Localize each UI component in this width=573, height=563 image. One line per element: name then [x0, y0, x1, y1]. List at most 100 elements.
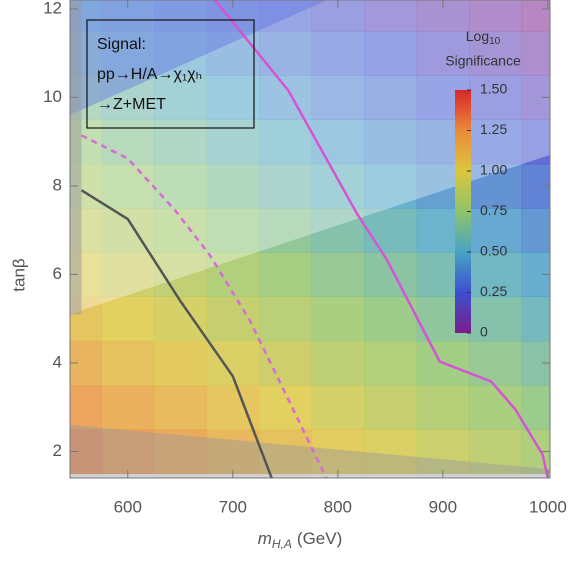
plot-area — [70, 0, 550, 478]
y-tick-label: 10 — [43, 87, 62, 106]
heatmap-cell — [70, 385, 103, 430]
x-label-sub: H,A — [272, 537, 292, 551]
heatmap-cell — [259, 75, 313, 120]
axes: 600 700 800 900 1000 2 4 6 8 10 12 — [43, 0, 567, 516]
heatmap-cell — [364, 30, 418, 76]
heatmap-cell — [154, 340, 208, 386]
annotation-line: →Z+MET — [97, 96, 166, 113]
y-tick-label: 6 — [53, 264, 62, 283]
y-tick-label: 8 — [53, 175, 62, 194]
heatmap-cell — [364, 75, 418, 120]
heatmap-cell — [206, 163, 260, 209]
heatmap-cell — [364, 296, 418, 342]
annotation-frame — [86, 19, 255, 129]
heatmap-cell — [259, 208, 313, 253]
heatmap-cell — [154, 163, 208, 209]
shaded-region — [70, 0, 82, 315]
heatmap-cell — [364, 163, 418, 209]
y-tick-label: 12 — [43, 0, 62, 17]
heatmap-cell — [311, 30, 365, 76]
heatmap-cell — [469, 208, 523, 253]
heatmap-cell — [311, 75, 365, 120]
heatmap-cell — [101, 296, 155, 342]
heatmap-cell — [101, 119, 155, 165]
annotation-line: Signal: — [97, 36, 146, 53]
colorbar-title-log: Log — [466, 28, 489, 44]
heatmap-cell — [469, 0, 523, 32]
heatmap-cell — [364, 429, 418, 475]
heatmap-cell — [469, 252, 523, 298]
colorbar-title-sub: 10 — [489, 36, 501, 47]
y-axis-label: tanβ — [9, 258, 28, 292]
heatmap-cell — [521, 208, 550, 253]
heatmap-cell — [206, 429, 260, 475]
heatmap-cell — [259, 30, 313, 76]
shaded-region — [70, 0, 328, 116]
heatmap-cell — [469, 163, 523, 209]
heatmap-cell — [311, 163, 365, 209]
x-tick-label: 1000 — [529, 497, 567, 516]
heatmap-cell — [154, 296, 208, 342]
heatmap-cell — [154, 30, 208, 76]
heatmap-cell — [416, 30, 470, 76]
heatmap-cell — [521, 385, 550, 430]
heatmap-cell — [311, 385, 365, 430]
heatmap-cell — [259, 163, 313, 209]
heatmap-cell — [206, 208, 260, 253]
heatmap-cell — [311, 119, 365, 165]
colorbar-tick-label: 0.25 — [480, 283, 507, 299]
heatmap-cell — [416, 385, 470, 430]
heatmap-cell — [101, 385, 155, 430]
heatmap-cell — [364, 385, 418, 430]
shaded-region — [70, 424, 550, 478]
heatmap-cell — [101, 340, 155, 386]
x-label-unit: (GeV) — [297, 529, 342, 548]
heatmap-cell — [206, 296, 260, 342]
heatmap-cell — [469, 119, 523, 165]
heatmap-cell — [469, 30, 523, 76]
heatmap-cell — [521, 296, 550, 342]
heatmap-cell — [364, 0, 418, 32]
heatmap-cell — [101, 75, 155, 120]
heatmap-cell — [469, 340, 523, 386]
heatmap-cell — [364, 208, 418, 253]
heatmap-cell — [259, 0, 313, 32]
heatmap-cell — [416, 429, 470, 475]
heatmap-cell — [311, 208, 365, 253]
heatmap-cell — [206, 252, 260, 298]
contour-line — [213, 0, 550, 478]
colorbar-tick-label: 1.00 — [480, 162, 507, 178]
heatmap-cell — [154, 208, 208, 253]
heatmap-cell — [154, 0, 208, 32]
y-tick-label: 4 — [53, 352, 62, 371]
colorbar-tick-label: 0.50 — [480, 243, 507, 259]
heatmap-cell — [364, 252, 418, 298]
heatmap-cell — [311, 340, 365, 386]
heatmap-cell — [101, 252, 155, 298]
colorbar-tick-label: 0.75 — [480, 202, 507, 218]
heatmap-cell — [259, 340, 313, 386]
x-axis-label: mH,A (GeV) — [258, 529, 343, 551]
y-tick-label: 2 — [53, 441, 62, 460]
x-tick-label: 800 — [324, 497, 352, 516]
colorbar-tick-label: 1.50 — [480, 81, 507, 97]
colorbar-gradient — [455, 90, 471, 333]
colorbar-title: Log10 — [466, 28, 501, 47]
colorbar-title: Significance — [445, 53, 521, 69]
annotation-box: Signal: pp→H/A→χ₁χₕ →Z+MET — [86, 19, 255, 129]
heatmap-cell — [364, 119, 418, 165]
heatmap-cell — [154, 75, 208, 120]
heatmap-cell — [154, 385, 208, 430]
heatmap-cell — [469, 75, 523, 120]
contour-line — [80, 134, 328, 478]
heatmap-cell — [521, 30, 550, 76]
heatmap-cell — [101, 429, 155, 475]
heatmap-cell — [521, 0, 550, 32]
heatmap-cell — [154, 119, 208, 165]
colorbar-tick-label: 0 — [480, 324, 488, 340]
heatmap-cell — [364, 340, 418, 386]
heatmap-cell — [206, 30, 260, 76]
x-label-symbol: m — [258, 529, 272, 548]
heatmap-cell — [469, 296, 523, 342]
